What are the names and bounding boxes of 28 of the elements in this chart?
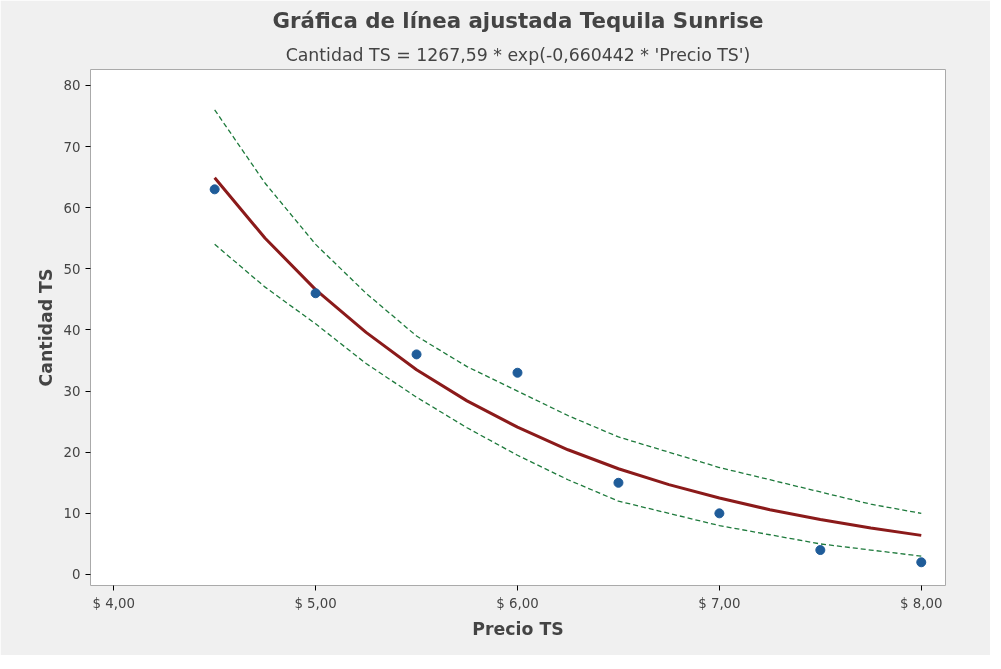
x-tick-label: $ 6,00 [496, 595, 539, 611]
x-tick-label: $ 8,00 [900, 595, 943, 611]
y-tick-label: 0 [72, 567, 81, 583]
point [714, 508, 725, 519]
point [916, 557, 927, 568]
y-tick-label: 50 [63, 261, 81, 277]
y-tick-label: 40 [63, 322, 81, 338]
point [815, 545, 826, 556]
y-tick-label: 10 [63, 506, 81, 522]
x-tick-label: $ 5,00 [294, 595, 337, 611]
line-series [213, 176, 923, 537]
point [512, 367, 523, 378]
y-tick-label: 20 [63, 445, 81, 461]
y-tick-label: 30 [63, 384, 81, 400]
point [411, 349, 422, 360]
point [310, 288, 321, 299]
y-tick-label: 80 [63, 78, 81, 94]
point [613, 477, 624, 488]
chart-title: Gráfica de línea ajustada Tequila Sunrise [272, 7, 764, 33]
chart-subtitle: Cantidad TS = 1267,59 * exp(-0,660442 * 'Precio TS') [285, 44, 751, 65]
x-axis-title: Precio TS [472, 618, 564, 639]
x-tick-label: $ 4,00 [92, 595, 135, 611]
y-axis-title: Cantidad TS [35, 268, 56, 387]
point [209, 184, 220, 195]
line-series [214, 109, 922, 515]
y-tick-label: 70 [63, 139, 81, 155]
y-tick-label: 60 [63, 200, 81, 216]
x-tick-label: $ 7,00 [698, 595, 741, 611]
